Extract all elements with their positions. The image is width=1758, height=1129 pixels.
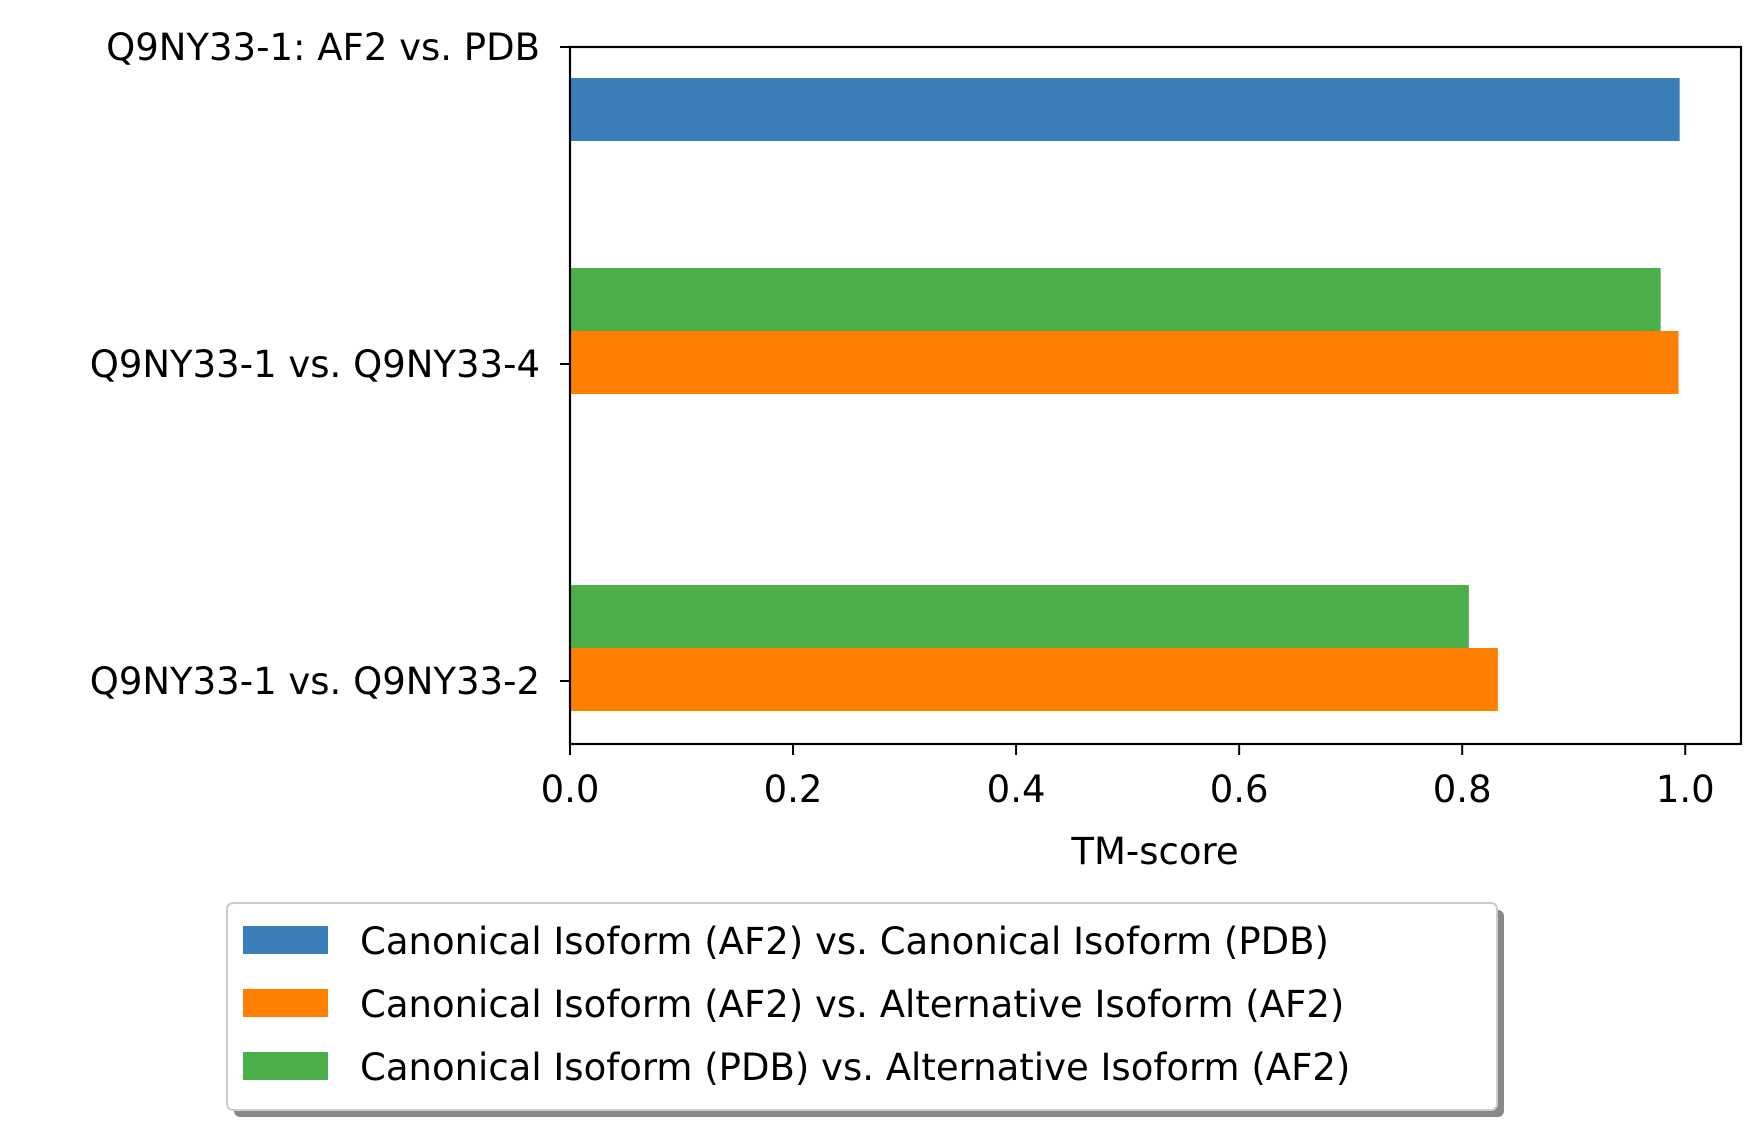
- y-tick-label: Q9NY33-1 vs. Q9NY33-4: [90, 343, 540, 386]
- legend-label: Canonical Isoform (AF2) vs. Alternative …: [360, 983, 1344, 1026]
- x-axis: 0.0 0.2 0.4 0.6 0.8 1.0: [541, 744, 1715, 811]
- y-tick-label: Q9NY33-1 vs. Q9NY33-2: [90, 660, 540, 703]
- bar: [570, 331, 1679, 394]
- x-tick-label: 0.4: [987, 768, 1046, 811]
- x-tick-label: 0.6: [1210, 768, 1269, 811]
- bar: [570, 78, 1680, 141]
- legend-label: Canonical Isoform (PDB) vs. Alternative …: [360, 1046, 1350, 1089]
- x-tick-label: 0.0: [541, 768, 600, 811]
- legend-swatch: [243, 989, 328, 1017]
- x-tick-label: 1.0: [1656, 768, 1715, 811]
- legend-label: Canonical Isoform (AF2) vs. Canonical Is…: [360, 920, 1329, 963]
- bar: [570, 648, 1498, 711]
- legend-swatch: [243, 1052, 328, 1080]
- bars-layer: [570, 78, 1680, 711]
- y-axis: Q9NY33-1: AF2 vs. PDB Q9NY33-1 vs. Q9NY33…: [90, 26, 570, 703]
- legend: Canonical Isoform (AF2) vs. Canonical Is…: [226, 902, 1504, 1117]
- legend-box: [226, 902, 1498, 1111]
- x-axis-label: TM-score: [1070, 830, 1238, 873]
- y-tick-label: Q9NY33-1: AF2 vs. PDB: [106, 26, 540, 69]
- bar: [570, 585, 1469, 648]
- x-tick-label: 0.8: [1433, 768, 1492, 811]
- plot-frame: [568, 45, 1743, 746]
- x-tick-label: 0.2: [764, 768, 823, 811]
- legend-swatch: [243, 926, 328, 954]
- bar: [570, 268, 1661, 331]
